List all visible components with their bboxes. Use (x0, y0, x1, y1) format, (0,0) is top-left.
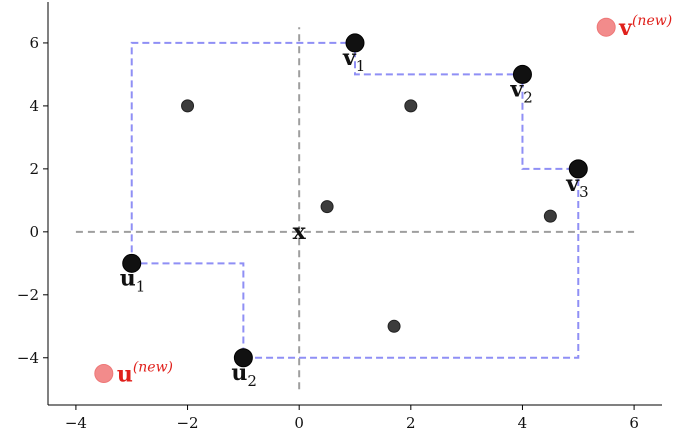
label-main: v (342, 45, 357, 71)
label-u-new: u(new) (117, 360, 173, 388)
label-v1: v1 (342, 45, 365, 75)
y-tick-label: 4 (29, 97, 39, 115)
label-subscript: 2 (247, 372, 257, 390)
label-main: v (565, 171, 580, 197)
new-point-v (596, 17, 616, 37)
label-v-new: v(new) (618, 13, 672, 41)
reference-lines (75, 27, 635, 390)
background-point (387, 319, 401, 333)
label-main: u (120, 265, 136, 291)
point-v1 (345, 33, 365, 53)
label-subscript: 1 (356, 57, 366, 75)
staircase-paths (130, 41, 580, 359)
point-v3 (568, 159, 588, 179)
label-main: v (509, 76, 524, 102)
x-tick-label: 6 (629, 414, 639, 432)
y-tick-label: 2 (29, 160, 39, 178)
label-superscript: (new) (632, 13, 672, 29)
y-tick-label: 0 (29, 223, 39, 241)
axes: −4 −2 0 2 4 6 −4 −2 0 2 4 6 (17, 2, 662, 432)
staircase-path-1 (130, 41, 580, 359)
point-v2 (512, 64, 532, 84)
y-tick-label: −2 (17, 286, 39, 304)
data-points (94, 17, 616, 384)
background-point (543, 209, 557, 223)
x-tick-label: −2 (176, 414, 198, 432)
label-main: v (618, 15, 633, 41)
background-point (404, 99, 418, 113)
label-v2: v2 (509, 76, 532, 106)
label-main: u (117, 362, 133, 388)
background-point (181, 99, 195, 113)
x-tick-label: 0 (294, 414, 304, 432)
y-tick-label: −4 (17, 349, 39, 367)
label-u1: u1 (120, 265, 146, 295)
x-tick-label: 4 (518, 414, 528, 432)
query-point-label: x (293, 219, 307, 245)
label-main: u (231, 360, 247, 386)
new-point-u (94, 364, 114, 384)
label-subscript: 3 (579, 183, 589, 201)
label-v3: v3 (565, 171, 588, 201)
label-subscript: 1 (136, 277, 146, 295)
label-subscript: 2 (523, 88, 533, 106)
point-u1 (122, 253, 142, 273)
point-u2 (233, 348, 253, 368)
label-u2: u2 (231, 360, 257, 390)
label-superscript: (new) (133, 360, 173, 376)
y-tick-label: 6 (29, 34, 39, 52)
x-tick-label: 2 (406, 414, 416, 432)
background-point (320, 200, 334, 214)
x-tick-label: −4 (65, 414, 87, 432)
